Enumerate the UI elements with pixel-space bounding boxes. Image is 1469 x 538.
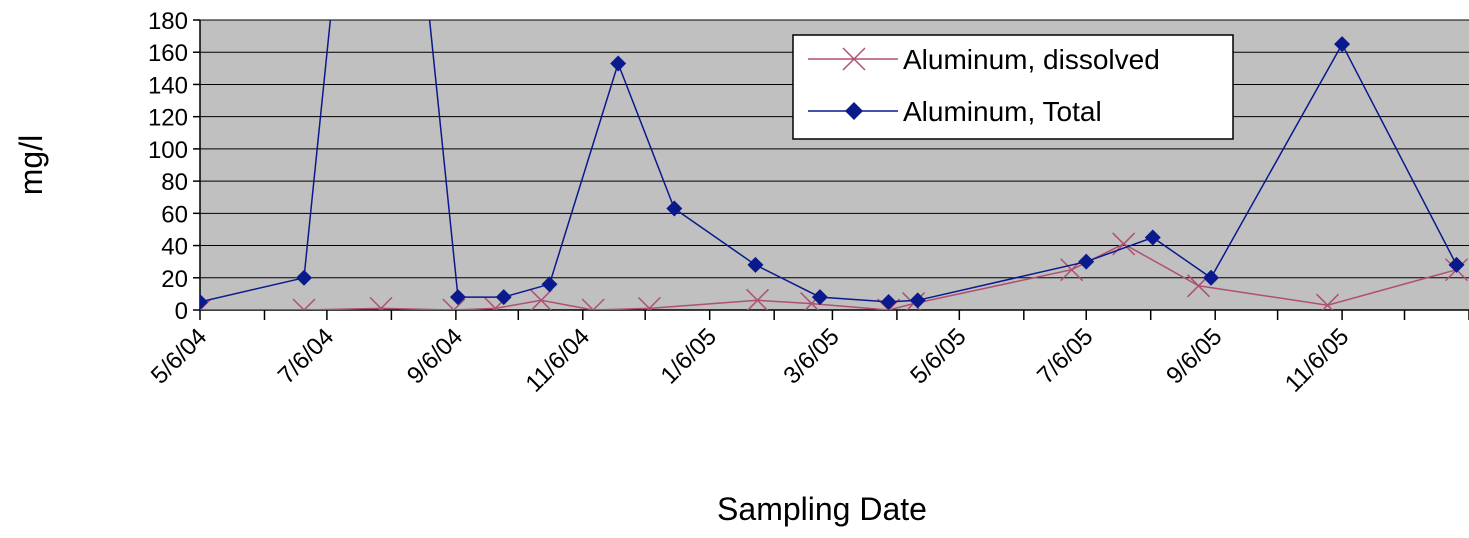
y-tick-label: 20 xyxy=(161,266,188,293)
x-tick-label: 9/6/05 xyxy=(1161,323,1227,389)
legend-box xyxy=(792,34,1234,140)
data-point xyxy=(1203,269,1220,286)
legend: Aluminum, dissolved Aluminum, Total xyxy=(792,34,1234,140)
data-point xyxy=(610,55,627,72)
data-point-stroke xyxy=(592,298,605,310)
x-tick-label: 7/6/04 xyxy=(273,323,339,389)
data-point-stroke xyxy=(877,298,890,310)
data-point xyxy=(529,288,553,310)
series-layer xyxy=(200,20,1469,310)
x-tick-label: 5/6/05 xyxy=(905,323,971,389)
data-point xyxy=(666,200,683,217)
data-point xyxy=(637,296,661,310)
data-point xyxy=(909,292,926,309)
y-tick-label: 120 xyxy=(148,105,188,132)
y-axis: 0 20 40 60 80 100 120 140 160 180 xyxy=(148,8,201,325)
x-tick-label: 3/6/05 xyxy=(778,323,844,389)
data-point xyxy=(811,289,828,306)
data-point-stroke xyxy=(200,298,212,310)
data-point xyxy=(296,269,313,286)
y-tick-label: 100 xyxy=(148,137,188,164)
data-point xyxy=(442,298,466,310)
x-tick-label: 5/6/04 xyxy=(146,323,212,389)
y-tick-label: 60 xyxy=(161,201,188,228)
x-tick-label: 1/6/05 xyxy=(656,323,722,389)
data-point-stroke xyxy=(1321,293,1340,310)
legend-label-dissolved: Aluminum, dissolved xyxy=(903,44,1160,75)
y-axis-title: mg/l xyxy=(13,135,49,195)
y-tick-label: 40 xyxy=(161,234,188,261)
data-point xyxy=(747,256,764,273)
data-point-stroke xyxy=(746,288,770,310)
data-point-stroke xyxy=(581,298,595,310)
data-point-stroke xyxy=(442,298,455,310)
data-point xyxy=(1144,229,1161,246)
x-axis-title: Sampling Date xyxy=(717,491,927,527)
data-point xyxy=(200,293,208,310)
y-tick-label: 180 xyxy=(148,8,188,35)
data-point-stroke xyxy=(292,298,306,310)
data-point xyxy=(1334,36,1351,53)
data-point xyxy=(292,298,316,310)
data-point xyxy=(1316,293,1340,310)
data-point xyxy=(200,298,212,310)
data-point xyxy=(541,276,558,293)
data-point xyxy=(495,289,512,306)
x-tick-label: 11/6/04 xyxy=(521,323,595,397)
data-point-stroke xyxy=(530,288,553,310)
data-point-stroke xyxy=(646,296,661,310)
legend-marker-total xyxy=(845,102,863,120)
legend-marker-dissolved xyxy=(842,47,866,71)
data-point xyxy=(745,288,770,310)
data-point xyxy=(449,289,466,306)
data-point xyxy=(581,298,605,310)
data-point-stroke xyxy=(887,298,901,310)
series-line xyxy=(200,20,1458,303)
x-tick-label: 11/6/05 xyxy=(1280,323,1354,397)
data-point-stroke xyxy=(378,296,393,310)
y-tick-label: 160 xyxy=(148,40,188,67)
series-1 xyxy=(200,20,1465,310)
data-point-stroke xyxy=(302,298,316,310)
legend-label-total: Aluminum, Total xyxy=(903,96,1102,127)
data-point xyxy=(1078,253,1095,270)
data-point xyxy=(1448,256,1465,273)
data-point xyxy=(369,296,393,310)
series-0 xyxy=(200,232,1469,310)
data-point-stroke xyxy=(452,298,466,310)
y-tick-label: 0 xyxy=(175,298,188,325)
data-point xyxy=(877,298,901,310)
data-point xyxy=(880,293,897,310)
x-axis: 5/6/04 7/6/04 9/6/04 11/6/04 1/6/05 3/6/05 5/6… xyxy=(146,309,1469,398)
y-tick-label: 140 xyxy=(148,72,188,99)
x-tick-label: 7/6/05 xyxy=(1032,323,1098,389)
y-tick-label: 80 xyxy=(161,169,188,196)
x-tick-label: 9/6/04 xyxy=(402,323,468,389)
